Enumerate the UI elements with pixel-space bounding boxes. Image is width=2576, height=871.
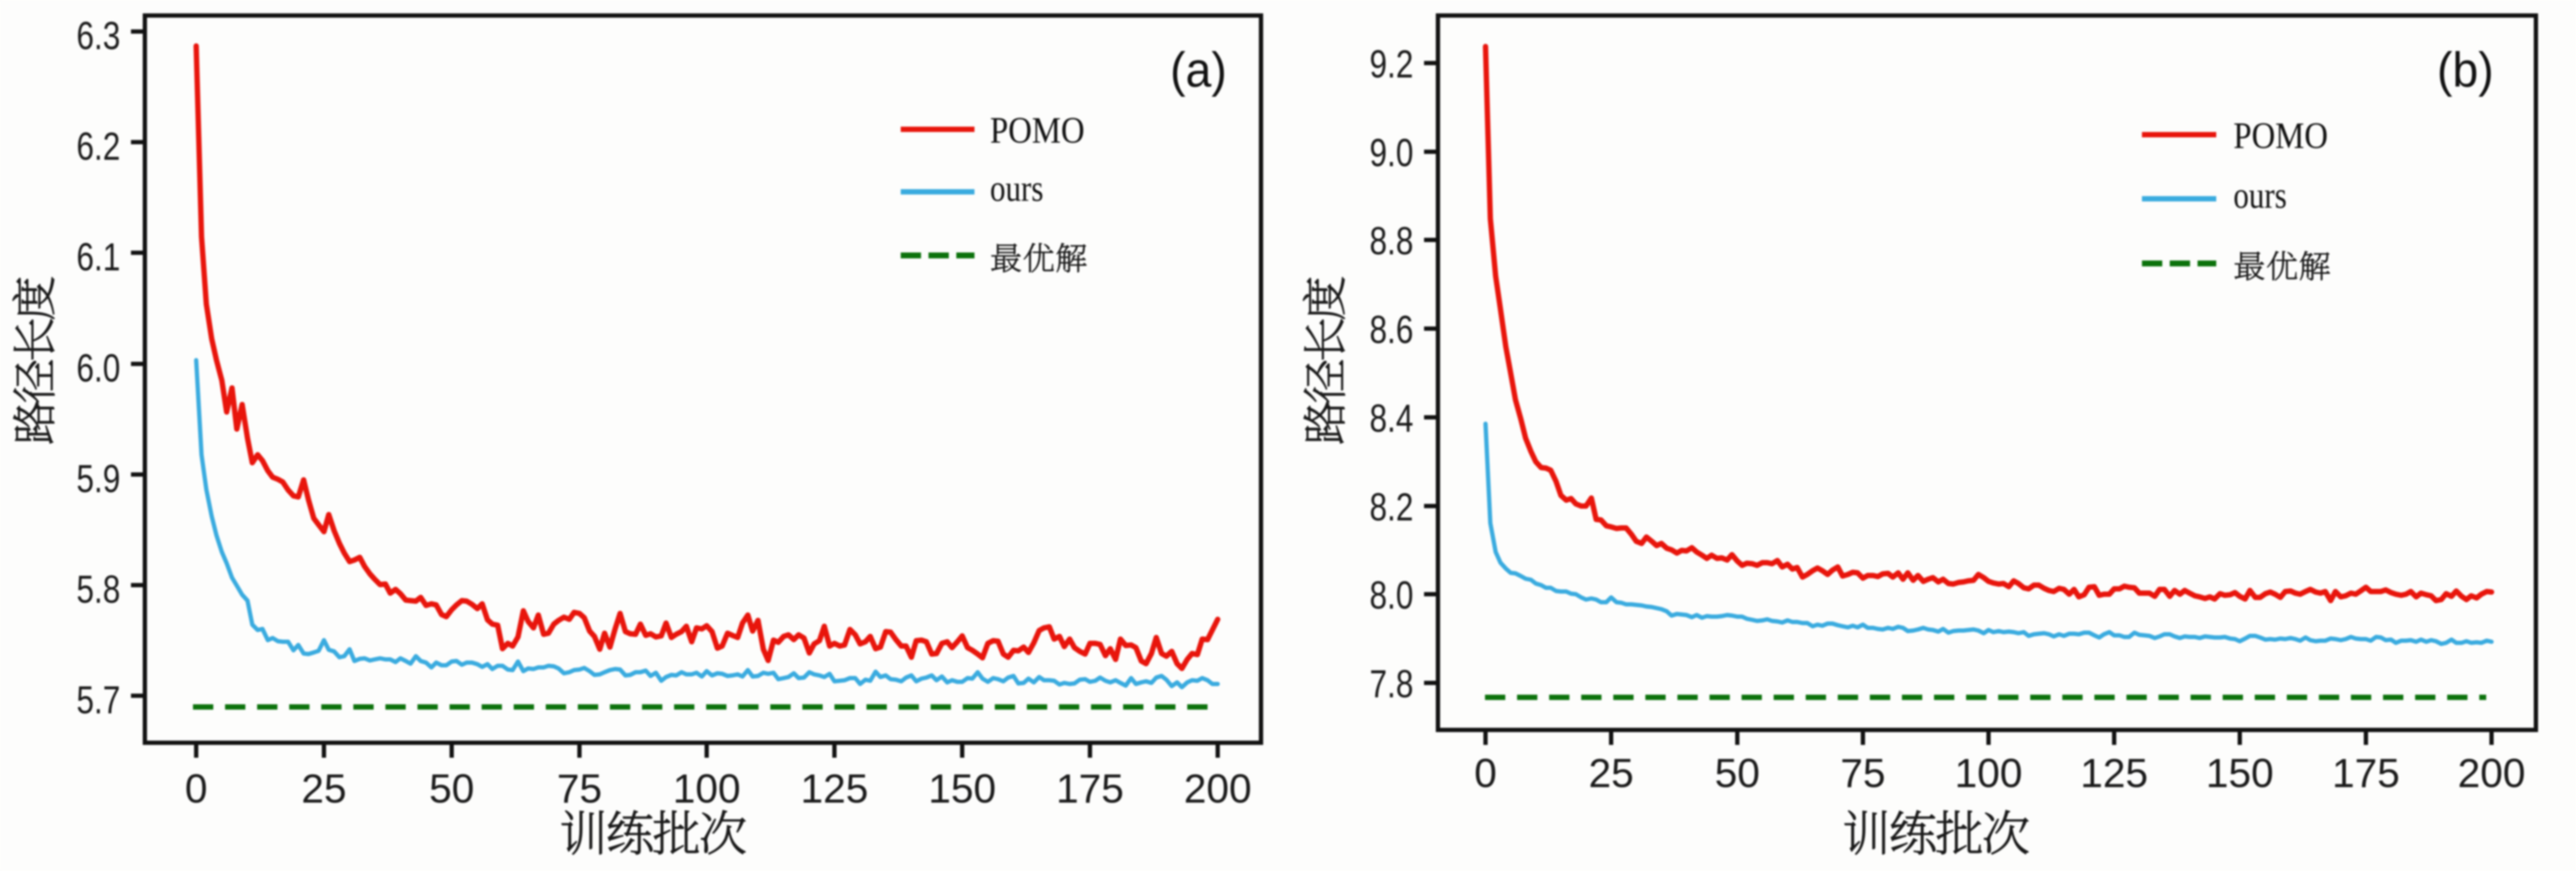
- svg-text:(a): (a): [1170, 43, 1227, 97]
- svg-text:ours: ours: [990, 168, 1043, 209]
- svg-text:5.7: 5.7: [76, 679, 120, 722]
- svg-text:8.4: 8.4: [1370, 397, 1413, 440]
- svg-text:125: 125: [2080, 751, 2148, 796]
- svg-text:8.6: 8.6: [1370, 308, 1413, 352]
- svg-text:8.8: 8.8: [1370, 220, 1413, 263]
- svg-text:175: 175: [2332, 751, 2400, 796]
- svg-text:6.1: 6.1: [76, 236, 120, 279]
- svg-text:75: 75: [557, 766, 602, 812]
- svg-text:POMO: POMO: [990, 110, 1085, 151]
- svg-text:8.0: 8.0: [1370, 574, 1413, 617]
- svg-text:9.2: 9.2: [1370, 43, 1413, 86]
- svg-text:ours: ours: [2233, 175, 2287, 216]
- svg-text:7.8: 7.8: [1370, 663, 1413, 706]
- svg-text:5.9: 5.9: [76, 457, 120, 501]
- svg-text:6.3: 6.3: [76, 14, 120, 58]
- svg-text:6.0: 6.0: [76, 347, 120, 390]
- svg-text:6.2: 6.2: [76, 125, 120, 168]
- svg-text:75: 75: [1840, 751, 1886, 796]
- svg-text:0: 0: [1474, 751, 1497, 796]
- svg-text:100: 100: [1955, 751, 2023, 796]
- svg-text:50: 50: [1715, 751, 1760, 796]
- svg-text:100: 100: [673, 766, 741, 812]
- svg-text:0: 0: [185, 766, 207, 812]
- svg-text:150: 150: [929, 766, 996, 812]
- svg-text:50: 50: [429, 766, 475, 812]
- svg-text:175: 175: [1056, 766, 1124, 812]
- svg-text:25: 25: [1589, 751, 1634, 796]
- svg-text:150: 150: [2206, 751, 2274, 796]
- svg-text:5.8: 5.8: [76, 568, 120, 611]
- svg-text:200: 200: [1184, 766, 1252, 812]
- svg-text:9.0: 9.0: [1370, 131, 1413, 175]
- svg-text:25: 25: [301, 766, 347, 812]
- svg-text:200: 200: [2458, 751, 2526, 796]
- svg-text:(b): (b): [2437, 43, 2494, 97]
- svg-text:125: 125: [801, 766, 869, 812]
- svg-text:8.2: 8.2: [1370, 486, 1413, 529]
- svg-text:POMO: POMO: [2233, 115, 2328, 157]
